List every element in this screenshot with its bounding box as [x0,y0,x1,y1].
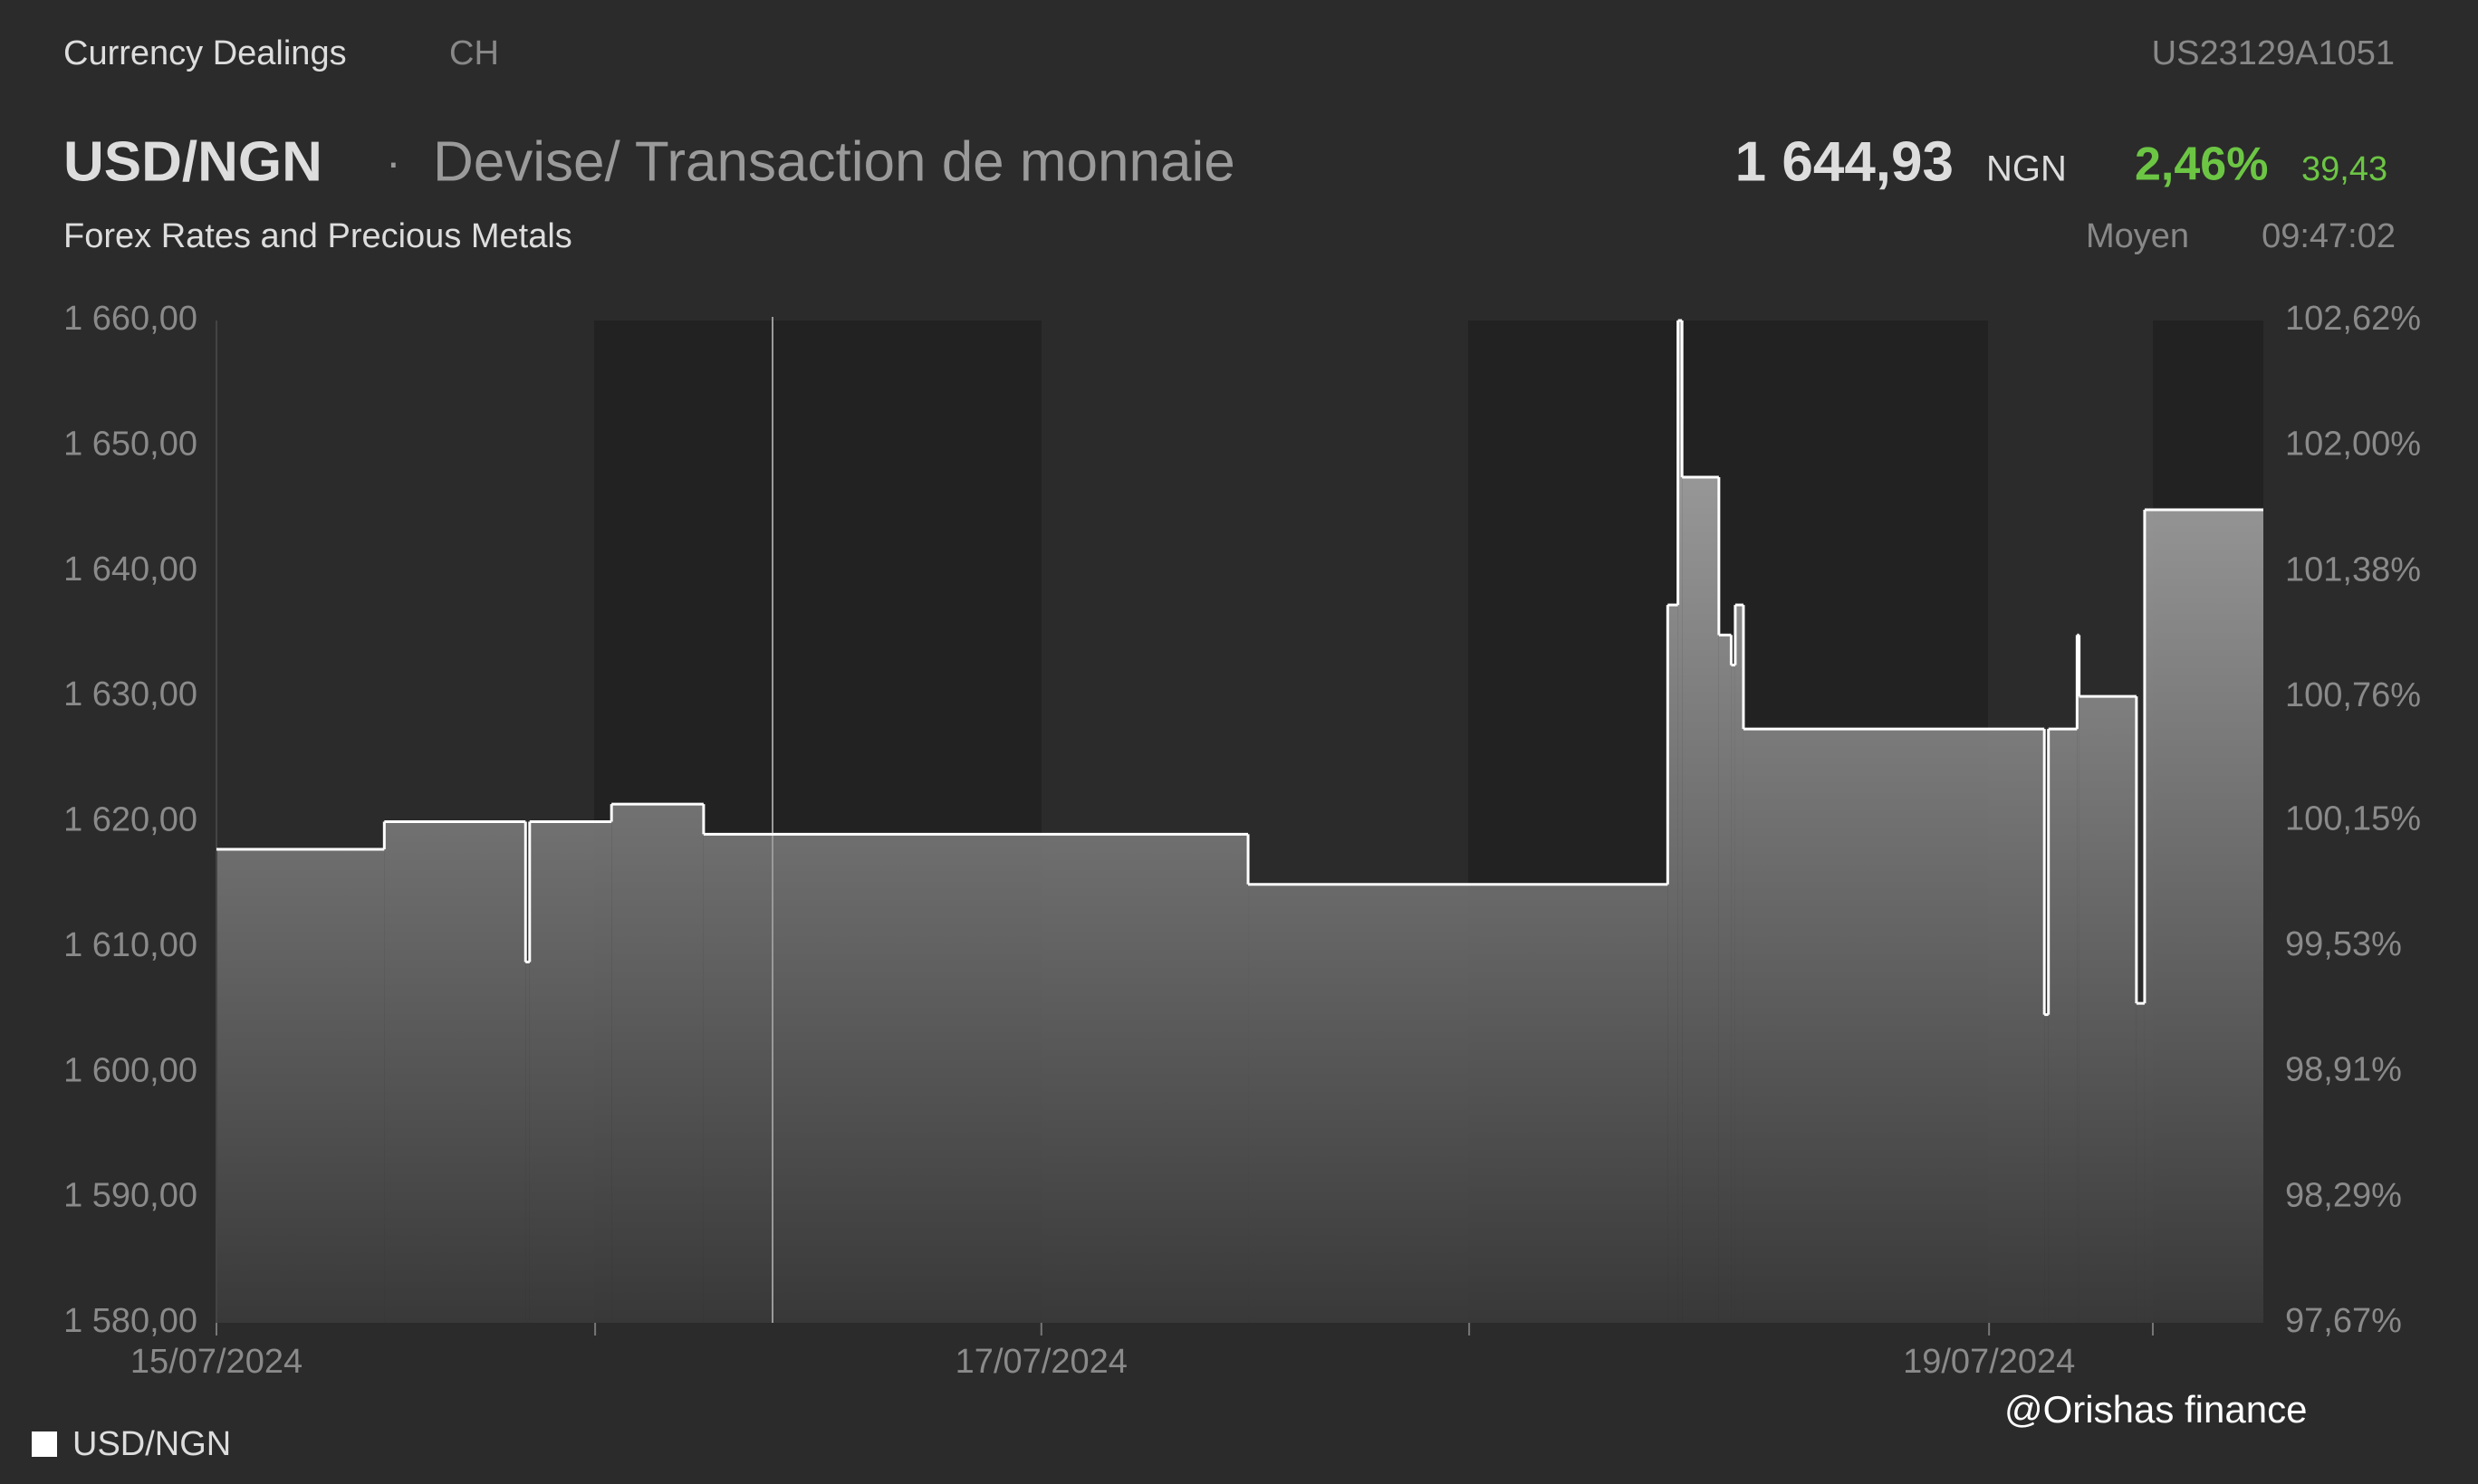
legend-swatch [32,1431,57,1457]
change: 39,43 [2301,150,2387,188]
y-tick-label: 1 630,00 [63,675,197,713]
y-tick-label: 1 640,00 [63,551,197,589]
area-segment [529,821,612,1323]
section: Currency Dealings [63,34,347,72]
x-tick-label: 15/07/2024 [130,1343,303,1381]
y-tick-label: 1 580,00 [63,1302,197,1340]
y2-tick-label: 102,00% [2285,426,2421,464]
area-segment [611,804,704,1323]
area-segment [1667,605,1678,1323]
y2-tick-label: 100,15% [2285,799,2421,838]
area-segment [384,821,526,1323]
area-segment [2144,509,2263,1323]
area-segment [1731,665,1735,1323]
x-tick-label: 17/07/2024 [956,1343,1128,1381]
y2-tick-label: 98,91% [2285,1051,2402,1089]
y2-tick-label: 99,53% [2285,925,2402,963]
price-type: Moyen [2086,217,2189,255]
area-segment [1677,321,1683,1323]
area-segment [1743,729,2045,1323]
watermark: @Orishas finance [2004,1388,2307,1431]
area-segment [2079,696,2137,1323]
header: Currency Dealings CH US23129A1051 USD/NG… [63,34,2396,255]
legend-label: USD/NGN [72,1425,231,1463]
area-segment [1734,605,1743,1323]
area-segment [525,962,530,1323]
subtitle: Forex Rates and Precious Metals [63,217,572,255]
overlay [216,317,2263,1323]
area-segment [1718,635,1732,1323]
y-tick-label: 1 600,00 [63,1051,197,1089]
time: 09:47:02 [2262,217,2396,255]
isin: US23129A1051 [2152,34,2395,72]
pair: USD/NGN [63,130,322,193]
y2-tick-label: 98,29% [2285,1176,2402,1214]
y2-tick-label: 97,67% [2285,1302,2402,1340]
y-tick-label: 1 590,00 [63,1177,197,1215]
area-segment [2044,1014,2049,1323]
area-segment [2077,635,2079,1323]
y2-tick-label: 100,76% [2285,676,2421,714]
y-tick-label: 1 650,00 [63,425,197,463]
separator: · [386,137,401,187]
area-segment [216,848,385,1323]
area-segment [1248,884,1668,1323]
instrument-type: Devise/ Transaction de monnaie [433,130,1235,193]
y2-tick-label: 101,38% [2285,551,2421,589]
area-segment [1682,476,1719,1323]
price: 1 644,93 [1735,130,1954,193]
market: CH [449,34,499,72]
area-segment [2136,1003,2145,1323]
y-tick-label: 1 620,00 [63,801,197,839]
y-tick-label: 1 660,00 [63,300,197,338]
change-pct: 2,46% [2135,139,2268,191]
x-tick-label: 19/07/2024 [1903,1343,2075,1381]
area-segment [703,834,1249,1323]
plot [216,321,2263,1323]
currency: NGN [1986,149,2067,189]
area-segment [2048,729,2078,1323]
y2-tick-label: 102,62% [2285,300,2421,338]
y-tick-label: 1 610,00 [63,926,197,964]
